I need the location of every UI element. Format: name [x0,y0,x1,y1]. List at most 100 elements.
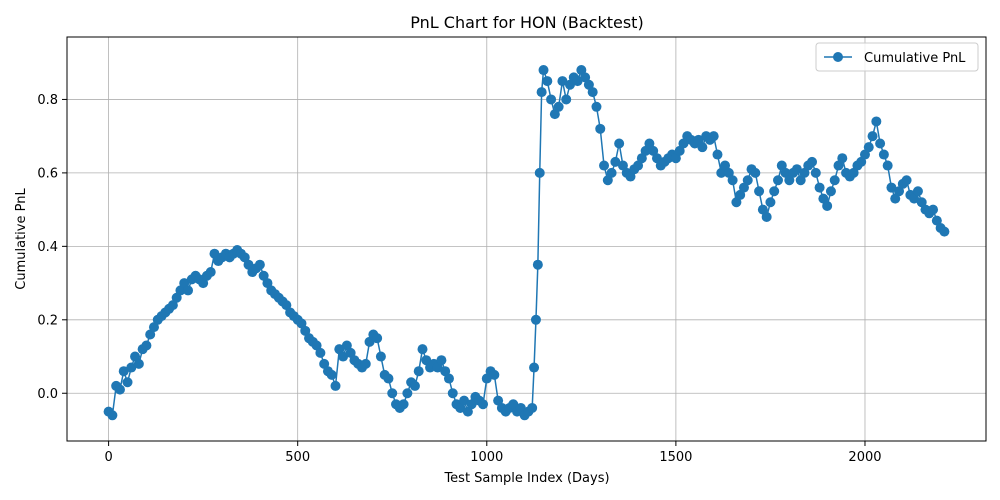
data-point [536,87,547,98]
data-point [130,351,141,362]
data-point [807,156,818,167]
data-point [928,204,939,215]
y-tick-label: 0.0 [37,387,58,402]
data-point [901,175,912,186]
data-point [375,351,386,362]
data-point [731,197,742,208]
data-point [644,138,655,149]
data-point [319,358,330,369]
data-point [447,388,458,399]
data-point [776,160,787,171]
data-point [148,322,159,333]
x-tick-label: 1500 [659,450,692,465]
data-point [599,160,610,171]
data-point [670,153,681,164]
data-point [409,380,420,391]
data-point [530,314,541,325]
data-point [742,175,753,186]
data-point [867,131,878,142]
data-point [107,410,118,421]
legend: Cumulative PnL [815,42,979,72]
data-point [145,329,156,340]
data-point [708,131,719,142]
data-point [387,388,398,399]
data-point [723,167,734,178]
data-point [126,362,137,373]
x-tick-label: 2000 [848,450,881,465]
data-point [720,160,731,171]
data-point [636,153,647,164]
data-point [651,153,662,164]
data-point [462,406,473,417]
data-point [716,167,727,178]
data-point [239,252,250,263]
data-point [859,149,870,160]
data-point [769,186,780,197]
data-point [909,193,920,204]
data-point [311,340,322,351]
data-point [529,362,540,373]
data-point [939,226,950,237]
data-point [281,300,292,311]
data-point [799,167,810,178]
data-point [894,186,905,197]
data-point [576,65,587,76]
y-tick-label: 0.8 [37,93,58,108]
data-point [118,366,129,377]
data-point [372,333,383,344]
data-point [546,94,557,105]
data-point [338,351,349,362]
data-point [617,160,628,171]
data-point [773,175,783,186]
plot-area-frame [66,36,987,442]
data-point [825,186,836,197]
data-point [780,167,791,178]
data-point [583,79,594,90]
data-point [417,344,428,355]
data-point [326,369,337,380]
x-tick-label: 1000 [470,450,503,465]
data-point [916,197,927,208]
series-layer [103,65,950,421]
data-point [564,79,575,90]
data-point [258,270,269,281]
data-point [595,123,606,134]
data-point [561,94,572,105]
data-point [167,300,178,311]
data-point [871,116,882,127]
legend-marker-sample [833,52,843,62]
data-point [757,204,768,215]
data-point [633,160,644,171]
data-point [791,164,802,175]
data-point [341,340,352,351]
data-point [572,76,583,87]
data-point [440,366,451,377]
data-point [243,259,254,270]
data-point [761,211,772,222]
data-point [678,138,689,149]
data-point [508,399,519,410]
data-point [648,145,659,156]
data-point [557,76,568,87]
y-axis-label: Cumulative PnL [14,188,29,290]
data-point [549,109,560,120]
x-axis-label: Test Sample Index (Days) [443,471,609,486]
y-tick-label: 0.6 [37,166,58,181]
data-point [481,373,492,384]
data-point [837,153,848,164]
data-point [205,267,216,278]
data-point [398,399,409,410]
data-point [402,388,413,399]
data-point [443,373,454,384]
data-point [610,156,621,167]
data-point [413,366,424,377]
data-point [141,340,152,351]
data-point [171,292,182,303]
data-point [931,215,942,226]
data-point [697,142,708,153]
y-tick-label: 0.2 [37,313,58,328]
data-point [750,167,761,178]
data-point [542,76,553,87]
